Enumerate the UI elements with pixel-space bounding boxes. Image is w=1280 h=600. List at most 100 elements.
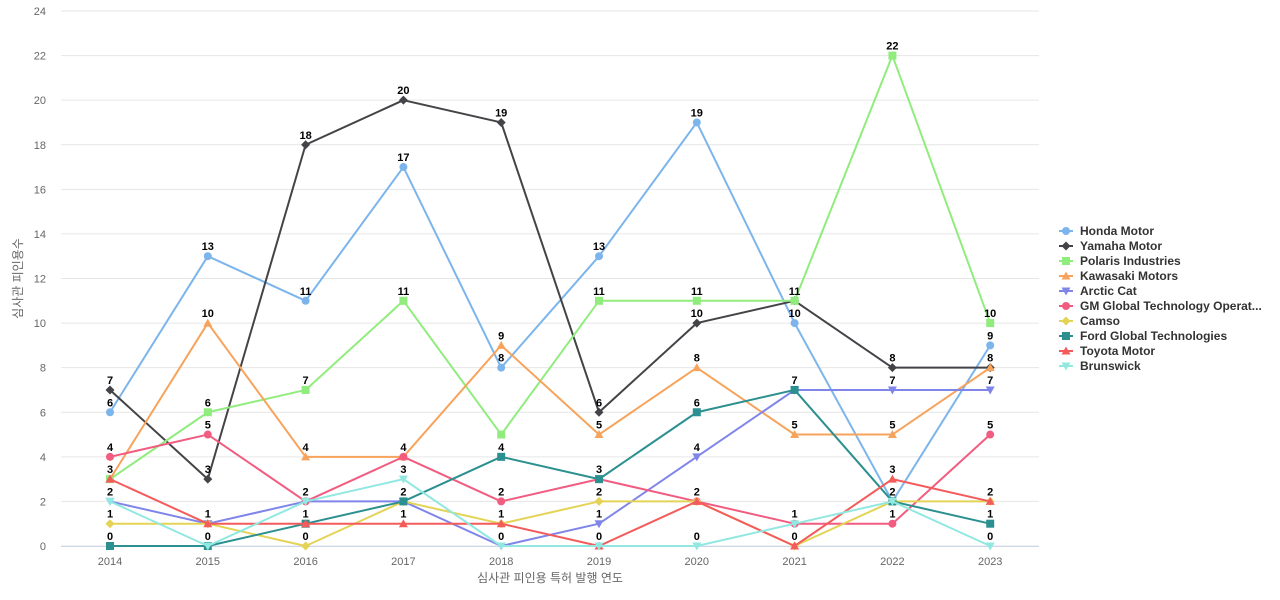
data-label: 1 [303, 509, 309, 521]
data-point [301, 140, 311, 150]
data-label: 3 [205, 464, 211, 476]
data-point [595, 475, 603, 484]
data-point [595, 296, 603, 305]
x-tick-label: 2015 [196, 556, 220, 568]
x-tick-label: 2022 [880, 556, 904, 568]
data-point [301, 519, 311, 528]
y-tick-label: 6 [40, 407, 46, 419]
data-label: 5 [596, 420, 602, 432]
data-label: 3 [107, 464, 113, 476]
data-label: 0 [303, 531, 309, 543]
data-label: 17 [397, 152, 409, 164]
data-point [105, 385, 115, 395]
data-point [497, 430, 506, 439]
data-point [301, 385, 310, 394]
legend-item[interactable]: GM Global Technology Operat... [1059, 299, 1262, 313]
legend-marker [1062, 257, 1070, 265]
data-point [399, 296, 408, 305]
data-label: 2 [400, 486, 406, 498]
data-label: 10 [202, 308, 214, 320]
data-point [888, 519, 897, 528]
legend-item[interactable]: Camso [1059, 314, 1120, 328]
data-point [692, 496, 702, 505]
data-point [496, 117, 506, 127]
data-point [692, 453, 702, 462]
data-label: 8 [987, 353, 993, 365]
legend-item[interactable]: Honda Motor [1059, 224, 1154, 238]
series-line [110, 388, 991, 547]
data-label: 7 [792, 375, 798, 387]
data-label: 0 [498, 531, 504, 543]
data-point [203, 408, 212, 417]
y-tick-label: 2 [40, 496, 46, 508]
data-point [887, 386, 897, 395]
x-tick-label: 2017 [391, 556, 415, 568]
legend-label: Yamaha Motor [1080, 239, 1162, 253]
data-point [985, 363, 995, 372]
y-axis-title: 심사관 피인용수 [11, 238, 25, 319]
data-point [398, 475, 408, 484]
data-label: 18 [299, 130, 311, 142]
legend-marker [1061, 316, 1071, 326]
data-label: 2 [987, 486, 993, 498]
data-label: 1 [889, 509, 895, 521]
y-tick-label: 22 [34, 51, 46, 63]
data-point [105, 519, 115, 529]
data-label: 13 [593, 241, 605, 253]
data-point [496, 340, 506, 349]
data-label: 1 [498, 509, 504, 521]
data-point [106, 542, 114, 550]
series-2 [105, 95, 995, 484]
data-point [985, 542, 995, 551]
data-label: 2 [107, 486, 113, 498]
legend-marker [1061, 362, 1071, 371]
data-label: 0 [792, 531, 798, 543]
series-4 [105, 318, 995, 483]
data-label: 2 [889, 486, 895, 498]
legend-item[interactable]: Yamaha Motor [1059, 239, 1162, 253]
data-point [692, 318, 702, 328]
data-point [594, 430, 604, 439]
series-8 [106, 385, 995, 550]
legend-item[interactable]: Brunswick [1059, 359, 1141, 373]
data-label: 0 [596, 531, 602, 543]
legend-marker [1062, 332, 1070, 340]
data-point [790, 385, 799, 394]
legend-label: Polaris Industries [1080, 254, 1181, 268]
data-point [594, 496, 604, 506]
series-10 [105, 475, 995, 551]
data-label: 3 [400, 464, 406, 476]
data-label: 7 [889, 375, 895, 387]
data-point [496, 542, 506, 551]
data-label: 6 [107, 397, 113, 409]
data-label: 5 [205, 420, 211, 432]
data-point [399, 497, 408, 506]
data-point [105, 497, 115, 506]
data-point [888, 51, 897, 60]
legend-item[interactable]: Polaris Industries [1059, 254, 1181, 268]
data-label: 1 [205, 509, 211, 521]
data-label: 1 [596, 509, 602, 521]
legend-item[interactable]: Toyota Motor [1059, 344, 1155, 358]
data-point [594, 520, 604, 529]
data-point [106, 408, 114, 417]
data-point [692, 363, 702, 372]
data-label: 22 [886, 41, 898, 53]
data-point [595, 252, 603, 261]
data-label: 8 [498, 353, 504, 365]
data-label: 2 [498, 486, 504, 498]
data-label: 8 [889, 353, 895, 365]
legend-label: Brunswick [1080, 359, 1141, 373]
data-label: 9 [987, 330, 993, 342]
legend-item[interactable]: Kawasaki Motors [1059, 269, 1178, 283]
legend-item[interactable]: Arctic Cat [1059, 284, 1137, 298]
data-label: 4 [694, 442, 701, 454]
legend-label: GM Global Technology Operat... [1080, 299, 1262, 313]
data-label: 6 [596, 397, 602, 409]
data-point [692, 296, 701, 305]
legend-item[interactable]: Ford Global Technologies [1059, 329, 1227, 343]
data-label: 5 [987, 420, 993, 432]
series-line [109, 121, 992, 503]
series-1 [106, 118, 995, 506]
